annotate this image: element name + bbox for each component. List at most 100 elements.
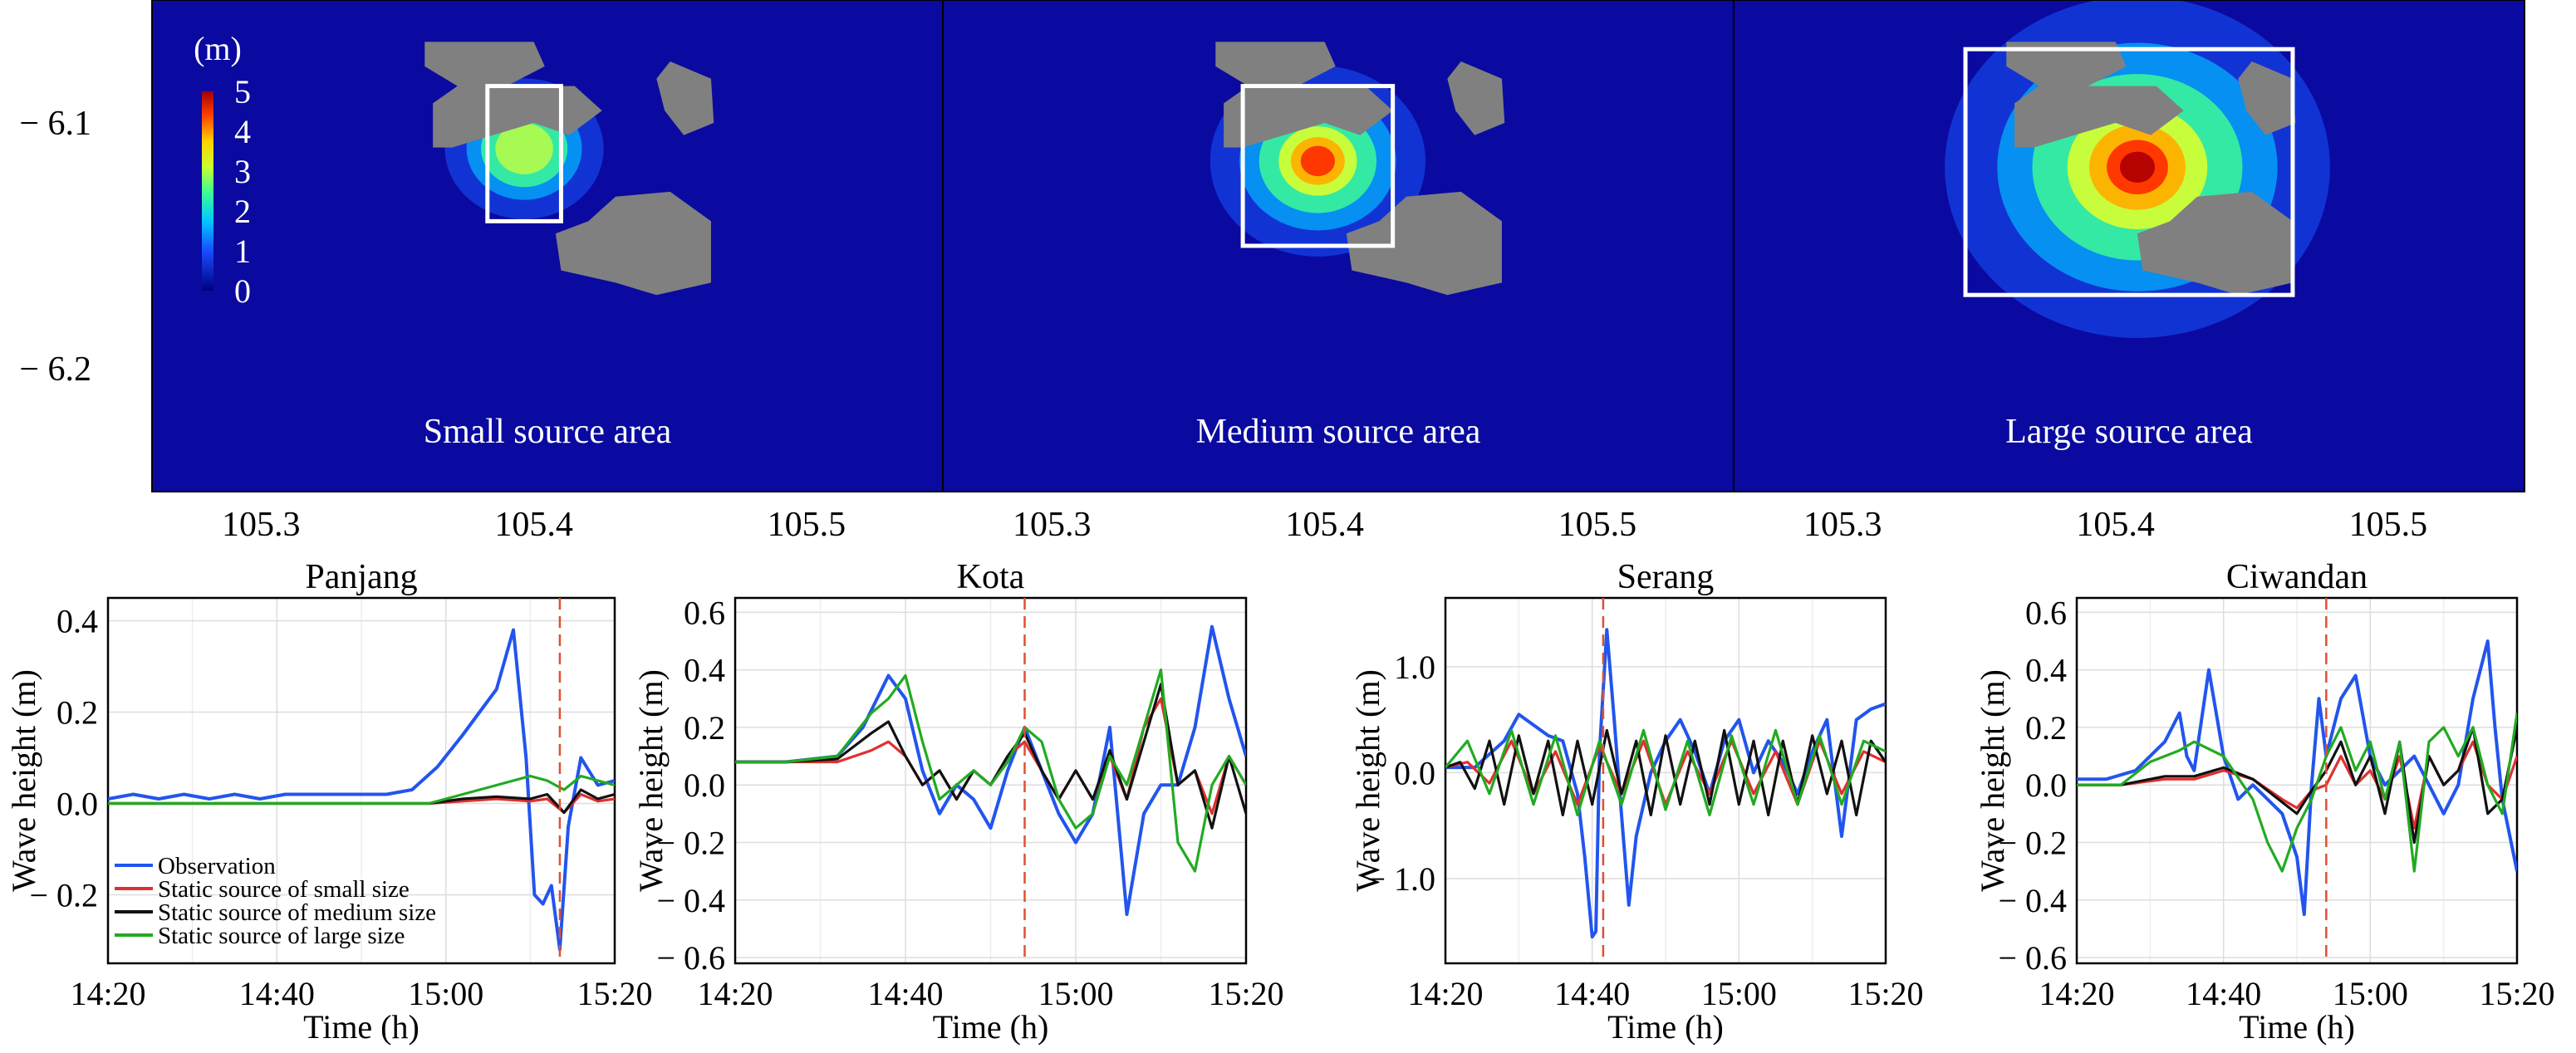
plot-frame [1444,596,1887,965]
y-tick-label: 0.0 [684,766,725,804]
y-tick-label: − 0.6 [1998,939,2067,977]
x-tick-label: 15:00 [1038,975,1113,1012]
map-panel-label: Medium source area [1196,413,1481,451]
source-area-box [485,84,563,223]
x-tick-label: 14:20 [697,975,773,1012]
land-island [656,61,714,135]
y-tick-label: 0.2 [2025,709,2067,747]
chart-title: Panjang [305,558,417,596]
wave-height-charts: Panjang 0.4 0.2 0.0 − 0.2 14:20 14:40 15:00 15:2… [5,558,2555,1046]
y-tick-label: 0.2 [56,694,98,732]
land-island [1215,42,1393,148]
wave-height-contour [1308,152,1328,169]
chart-panjang: Panjang 0.4 0.2 0.0 − 0.2 14:20 14:40 15:00 15:2… [5,558,653,1046]
series-line-static-source-of-large-size [2077,713,2517,873]
colorbar-tick-label: 3 [234,153,251,190]
map-x-tick-label: 105.4 [2076,506,2155,544]
land-island [2137,191,2293,296]
x-tick-label: 14:20 [2039,975,2114,1012]
wave-height-contour [495,123,553,174]
y-tick-label: 0.6 [684,594,725,631]
map-x-tick-label: 105.4 [1285,506,1364,544]
y-tick-label: 0.0 [2025,766,2067,804]
chart-title: Kota [957,558,1025,596]
x-tick-label: 15:00 [408,975,483,1012]
map-panel-2: Medium source area 105.3 105.4 105.5 [943,0,1734,544]
map-y-tick-label: − 6.1 [19,105,91,143]
series-line-observation [2077,639,2517,917]
y-tick-label: 0.4 [684,652,725,689]
y-tick-label: 0.6 [2025,594,2067,631]
map-x-tick-label: 105.5 [1558,506,1637,544]
legend-label: Static source of medium size [158,899,436,926]
x-tick-label: 15:00 [1701,975,1777,1012]
y-tick-label: 0.0 [1394,754,1435,791]
series-group [1445,628,1886,939]
y-axis-label: Wave height (m) [1349,669,1386,892]
y-axis-label: Wave height (m) [1974,669,2011,892]
x-tick-label: 14:20 [1407,975,1483,1012]
land-island [555,191,711,296]
y-tick-label: − 0.2 [29,877,98,914]
x-tick-label: 14:20 [70,975,145,1012]
chart-serang: Serang 1.0 0.0 − 1.0 14:20 14:40 15:00 15:20 Tim… [1349,558,1924,1046]
colorbar-tick-label: 2 [234,193,251,230]
y-tick-label: 0.2 [684,709,725,747]
x-tick-label: 14:40 [2186,975,2261,1012]
source-area-box [1963,47,2295,297]
x-tick-label: 14:40 [867,975,943,1012]
series-line-observation [108,628,615,952]
y-tick-label: 1.0 [1394,649,1435,686]
map-y-tick-label: − 6.2 [19,350,91,389]
series-line-static-source-of-large-size [1445,728,1886,816]
x-tick-label: 15:20 [1208,975,1283,1012]
map-x-tick-label: 105.4 [494,506,573,544]
chart-ciwandan: Ciwandan 0.6 0.4 0.2 0.0 − 0.2 − 0.4 − 0.614:20… [1974,558,2555,1046]
map-panel-1: Small source area 105.3 105.4 105.5 [152,0,943,544]
x-axis-label: Time (h) [1607,1008,1724,1046]
legend-label: Observation [158,853,276,879]
y-tick-label: − 0.6 [656,939,725,977]
map-panel-3: Large source area 105.3 105.4 105.5 [1734,0,2524,544]
chart-title: Serang [1617,558,1715,596]
series-line-static-source-of-large-size [735,669,1246,873]
map-panel-label: Small source area [424,413,672,451]
source-area-maps: Small source area 105.3 105.4 105.5 Medium s… [19,0,2525,544]
wave-height-contour [2119,151,2156,183]
x-axis-label: Time (h) [933,1008,1049,1046]
wave-height-contour [517,142,531,154]
land-island [424,42,602,148]
plot-frame [734,596,1248,965]
colorbar-tick-label: 4 [234,113,251,150]
series-line-static-source-of-medium-size [735,683,1246,830]
source-area-box [1240,84,1396,248]
chart-kota: Kota 0.6 0.4 0.2 0.0 − 0.2 − 0.4 − 0.614:20 14:4… [632,558,1284,1046]
legend-label: Static source of large size [158,923,405,949]
x-axis-label: Time (h) [303,1008,420,1046]
x-tick-label: 14:40 [1554,975,1630,1012]
land-island [1447,61,1505,135]
y-tick-label: 0.4 [56,603,98,640]
map-x-tick-label: 105.3 [1803,506,1882,544]
y-axis-label: Wave height (m) [632,669,670,892]
series-group [2077,639,2517,917]
map-frame [151,0,2525,492]
x-tick-label: 15:00 [2333,975,2408,1012]
y-axis-label: Wave height (m) [5,669,42,892]
map-panel-label: Large source area [2005,413,2253,451]
map-x-tick-label: 105.5 [2349,506,2428,544]
x-tick-label: 15:20 [2479,975,2554,1012]
y-tick-label: 0.0 [56,786,98,823]
series-line-static-source-of-medium-size [2077,726,2517,845]
land-island [2006,42,2184,148]
y-tick-label: − 1.0 [1367,860,1435,898]
colorbar-gradient [202,91,213,291]
legend-label: Static source of small size [158,876,410,903]
series-line-static-source-of-large-size [108,774,615,806]
wave-height-contour [1300,145,1335,177]
map-x-tick-label: 105.5 [768,506,846,544]
colorbar-tick-label: 0 [234,272,251,310]
y-tick-label: − 0.2 [656,824,725,861]
